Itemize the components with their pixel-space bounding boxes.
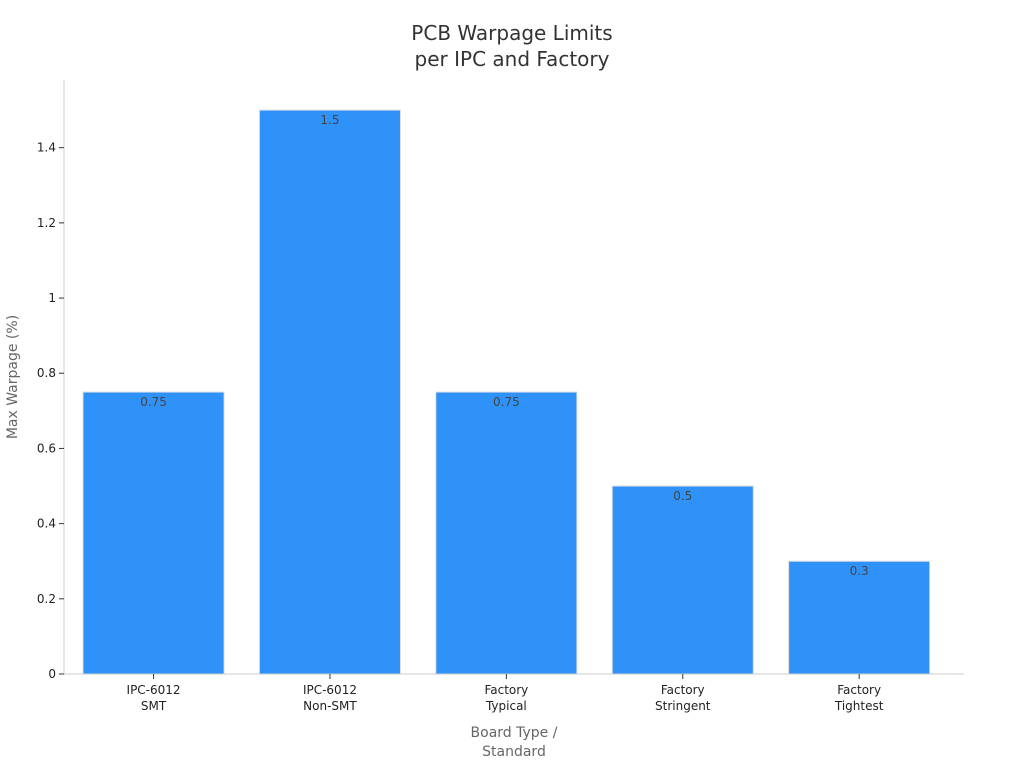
- bar-value-label: 1.5: [320, 113, 339, 127]
- x-axis-label-line-2: Standard: [482, 744, 546, 760]
- x-axis-label-line-1: Board Type /: [471, 725, 558, 741]
- y-tick-label: 0.4: [37, 517, 56, 531]
- bar-value-label: 0.75: [493, 395, 520, 409]
- bar-value-label: 0.3: [850, 564, 869, 578]
- bar: [258, 109, 402, 675]
- x-tick-label: Factory: [661, 683, 705, 697]
- y-tick-label: 1: [48, 291, 56, 305]
- bar: [82, 391, 225, 675]
- x-tick-label: IPC-6012: [127, 683, 181, 697]
- x-axis-ticks: IPC-6012 SMT IPC-6012 Non-SMT Factory Typical…: [127, 674, 884, 713]
- bar: [611, 485, 754, 675]
- y-tick-label: 1.2: [37, 216, 56, 230]
- y-tick-label: 0.6: [37, 441, 56, 455]
- y-tick-label: 1.4: [37, 141, 56, 155]
- x-tick-label: IPC-6012: [303, 683, 357, 697]
- bar-value-label: 0.5: [673, 489, 692, 503]
- x-tick-label: Factory: [484, 683, 528, 697]
- y-axis-ticks: 0 0.2 0.4 0.6 0.8 1 1.2 1.4: [37, 141, 64, 681]
- plot-area: 0.75 1.5 0.75 0.5 0.3: [82, 109, 931, 675]
- x-tick-label: Stringent: [655, 699, 711, 713]
- bar-value-label: 0.75: [140, 395, 167, 409]
- chart-title: PCB Warpage Limits per IPC and Factory: [0, 20, 1024, 72]
- x-tick-label: Non-SMT: [303, 699, 357, 713]
- x-tick-label: Tightest: [834, 699, 884, 713]
- x-tick-label: Factory: [837, 683, 881, 697]
- bar: [435, 391, 578, 675]
- x-tick-label: Typical: [485, 699, 527, 713]
- y-tick-label: 0: [48, 667, 56, 681]
- chart-title-line-1: PCB Warpage Limits: [411, 21, 613, 45]
- y-tick-label: 0.8: [37, 366, 56, 380]
- y-axis-label: Max Warpage (%): [5, 315, 21, 439]
- x-tick-label: SMT: [141, 699, 167, 713]
- y-tick-label: 0.2: [37, 592, 56, 606]
- chart-title-line-2: per IPC and Factory: [414, 47, 610, 71]
